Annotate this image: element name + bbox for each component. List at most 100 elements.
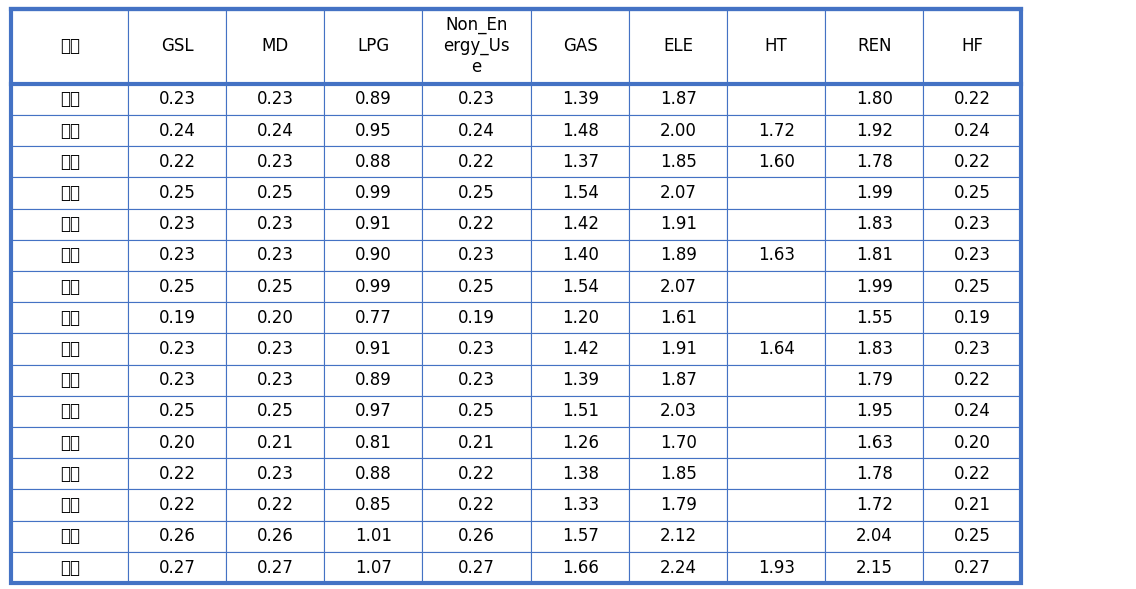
Bar [226, 146, 324, 177]
Bar [128, 271, 226, 302]
Text: 2.12: 2.12 [660, 527, 696, 545]
Bar [128, 521, 226, 552]
Text: 1.20: 1.20 [561, 309, 599, 327]
Bar [324, 146, 423, 177]
Text: 2.07: 2.07 [660, 184, 696, 202]
Text: 1.54: 1.54 [562, 277, 599, 296]
Text: 경기: 경기 [60, 121, 80, 140]
Text: 0.91: 0.91 [354, 340, 392, 358]
Text: 0.24: 0.24 [954, 402, 991, 421]
Text: 0.25: 0.25 [159, 277, 195, 296]
Text: 0.26: 0.26 [257, 527, 293, 545]
Bar [423, 396, 532, 427]
Text: 0.25: 0.25 [159, 402, 195, 421]
Bar [924, 427, 1021, 458]
Text: 0.23: 0.23 [159, 215, 195, 233]
Text: 0.88: 0.88 [354, 153, 392, 171]
Bar [11, 9, 128, 84]
Text: 0.97: 0.97 [354, 402, 392, 421]
Text: 1.81: 1.81 [855, 246, 893, 264]
Bar [727, 396, 825, 427]
Bar [629, 521, 727, 552]
Bar [128, 9, 226, 84]
Bar [128, 84, 226, 115]
Text: 1.54: 1.54 [562, 184, 599, 202]
Bar [629, 333, 727, 365]
Bar [11, 552, 128, 583]
Bar [825, 177, 924, 209]
Bar [924, 240, 1021, 271]
Bar [825, 365, 924, 396]
Bar [629, 552, 727, 583]
Text: 강원: 강원 [60, 90, 80, 108]
Text: 0.25: 0.25 [954, 277, 991, 296]
Text: 0.19: 0.19 [458, 309, 495, 327]
Text: 1.83: 1.83 [855, 340, 893, 358]
Bar [532, 333, 629, 365]
Text: 1.70: 1.70 [660, 434, 696, 452]
Bar [532, 271, 629, 302]
Text: HF: HF [961, 37, 983, 55]
Bar [128, 458, 226, 489]
Bar [825, 240, 924, 271]
Text: 0.23: 0.23 [159, 371, 195, 389]
Bar [423, 458, 532, 489]
Bar [226, 240, 324, 271]
Text: 0.89: 0.89 [354, 371, 392, 389]
Bar [532, 177, 629, 209]
Bar [324, 9, 423, 84]
Bar [423, 552, 532, 583]
Bar [226, 365, 324, 396]
Bar [423, 209, 532, 240]
Text: 1.78: 1.78 [855, 153, 893, 171]
Bar [924, 84, 1021, 115]
Bar [532, 427, 629, 458]
Text: 1.42: 1.42 [561, 215, 599, 233]
Text: REN: REN [857, 37, 892, 55]
Text: 1.99: 1.99 [855, 184, 893, 202]
Text: 1.79: 1.79 [855, 371, 893, 389]
Text: 0.21: 0.21 [458, 434, 495, 452]
Text: 0.22: 0.22 [953, 371, 991, 389]
Text: 0.95: 0.95 [354, 121, 392, 140]
Bar [324, 209, 423, 240]
Text: 1.33: 1.33 [561, 496, 599, 514]
Bar [825, 115, 924, 146]
Bar [226, 271, 324, 302]
Bar [532, 115, 629, 146]
Text: 충북: 충북 [60, 558, 80, 577]
Bar [924, 115, 1021, 146]
Bar [825, 552, 924, 583]
Bar [324, 458, 423, 489]
Bar [324, 552, 423, 583]
Bar [825, 209, 924, 240]
Text: 충남: 충남 [60, 527, 80, 545]
Text: 1.55: 1.55 [855, 309, 893, 327]
Bar [532, 396, 629, 427]
Bar [629, 115, 727, 146]
Text: 0.22: 0.22 [953, 90, 991, 108]
Text: 2.03: 2.03 [660, 402, 696, 421]
Text: 1.79: 1.79 [660, 496, 696, 514]
Bar [226, 302, 324, 333]
Bar [727, 115, 825, 146]
Text: 부산: 부산 [60, 309, 80, 327]
Text: 0.22: 0.22 [159, 465, 195, 483]
Bar [825, 489, 924, 521]
Text: 1.93: 1.93 [758, 558, 795, 577]
Bar [423, 521, 532, 552]
Bar [226, 177, 324, 209]
Bar [324, 240, 423, 271]
Bar [423, 240, 532, 271]
Bar [226, 396, 324, 427]
Text: 0.19: 0.19 [954, 309, 991, 327]
Bar [825, 84, 924, 115]
Bar [727, 271, 825, 302]
Bar [727, 333, 825, 365]
Text: 0.25: 0.25 [458, 184, 495, 202]
Bar [128, 240, 226, 271]
Text: 2.00: 2.00 [660, 121, 696, 140]
Bar [924, 271, 1021, 302]
Bar [532, 552, 629, 583]
Text: 0.23: 0.23 [257, 215, 294, 233]
